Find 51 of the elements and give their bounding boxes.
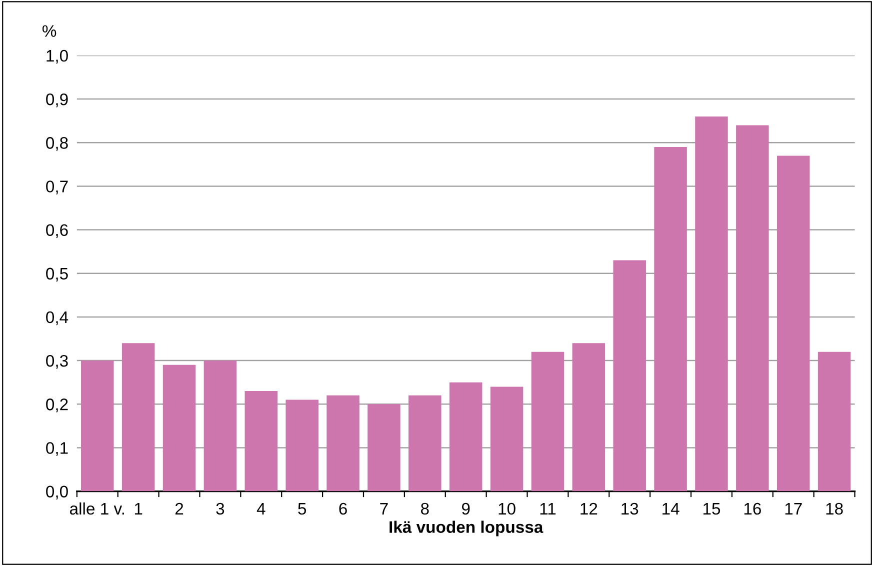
x-tick-label: 7: [380, 503, 388, 514]
x-tick-label: 15: [703, 503, 720, 515]
x-tick-label: alle 1 v.: [70, 502, 124, 515]
bar: [613, 260, 646, 492]
bar: [122, 343, 155, 492]
bar: [776, 156, 810, 492]
bar: [408, 395, 442, 492]
bar: [286, 400, 318, 492]
y-tick-label: 0,7: [46, 180, 68, 194]
bar: [81, 360, 114, 492]
x-tick-label: 14: [662, 503, 680, 514]
bar: [162, 364, 196, 492]
bar: [244, 391, 278, 492]
x-tick-label: 4: [256, 503, 266, 514]
bar: [326, 395, 360, 492]
x-tick-label: 11: [540, 503, 556, 514]
bar: [818, 352, 851, 492]
y-tick-label: 0,3: [46, 354, 68, 369]
y-tick-label: 0,6: [46, 224, 68, 238]
y-tick-label: 0,8: [46, 137, 68, 151]
y-tick-label: 0,0: [46, 486, 68, 500]
y-axis-title: %: [42, 25, 56, 37]
bar: [572, 343, 606, 492]
bar: [368, 404, 400, 492]
x-tick-label: 9: [462, 502, 470, 515]
x-tick-label: 12: [580, 502, 598, 514]
x-tick-label: 5: [298, 503, 306, 515]
bar: [204, 360, 237, 492]
y-tick-label: 0,4: [46, 311, 68, 326]
y-tick-label: 0,1: [46, 442, 68, 456]
bar: [654, 146, 687, 492]
x-tick-label: 18: [826, 502, 843, 515]
x-tick-label: 16: [744, 502, 761, 515]
bar: [695, 116, 728, 492]
y-tick-label: 1,0: [46, 50, 68, 64]
x-tick-label: 10: [498, 502, 516, 515]
y-tick-label: 0,5: [46, 268, 68, 282]
bar: [490, 386, 524, 492]
bar: [531, 352, 564, 492]
y-tick-label: 0,2: [46, 398, 68, 412]
x-tick-label: 17: [785, 503, 802, 514]
x-tick-label: 3: [216, 502, 224, 515]
x-tick-label: 6: [339, 502, 347, 515]
x-tick-label: 1: [134, 503, 142, 514]
bar: [449, 382, 482, 492]
x-axis-title: Ikä vuoden lopussa: [390, 520, 544, 536]
x-tick-label: 8: [420, 502, 429, 515]
y-tick-label: 0,9: [46, 93, 68, 108]
x-tick-label: 13: [622, 502, 638, 515]
x-tick-label: 2: [175, 502, 184, 514]
bar: [736, 125, 769, 492]
